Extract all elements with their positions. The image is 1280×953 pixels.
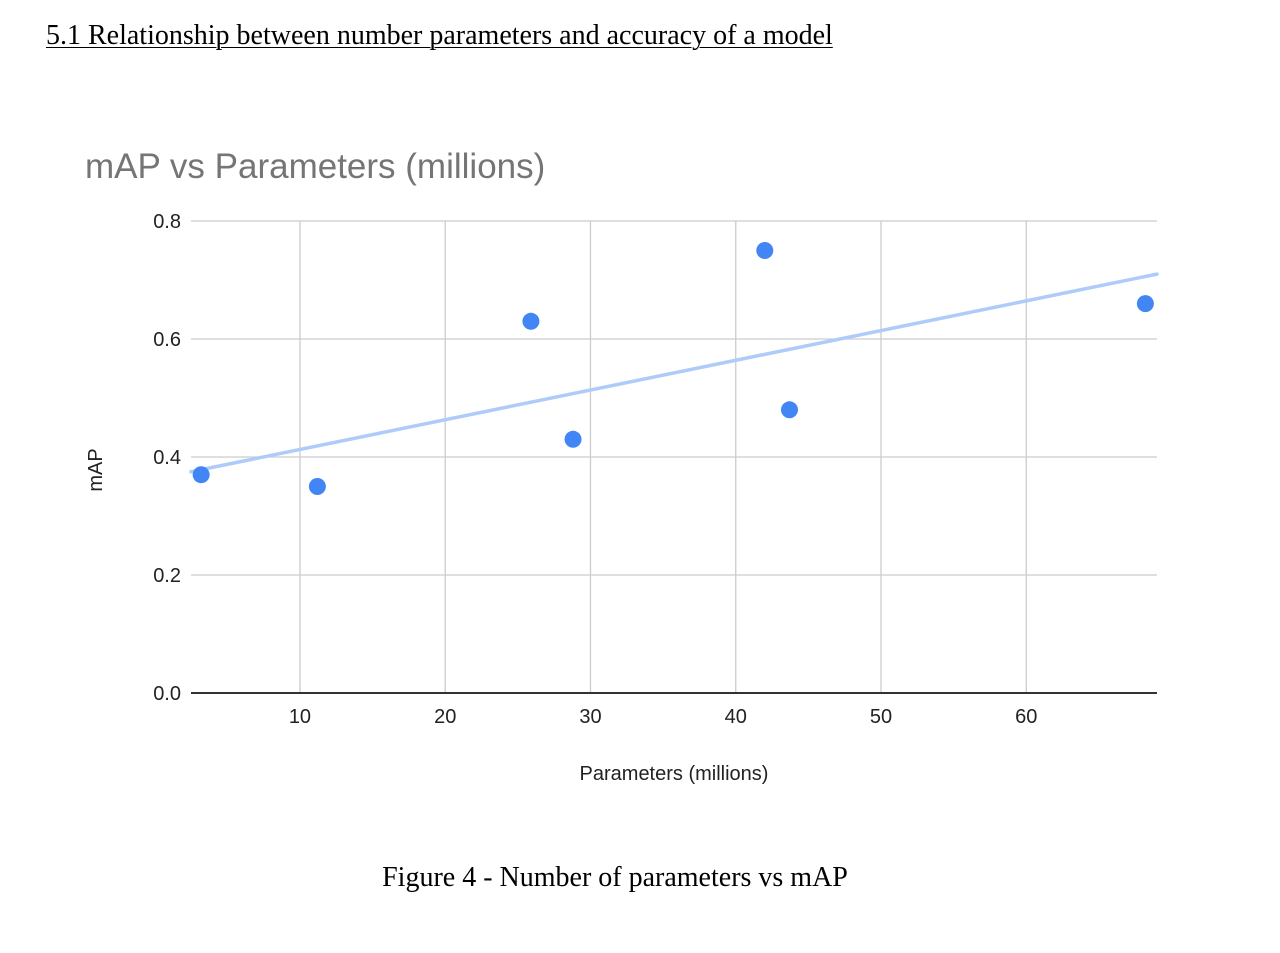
y-tick-label: 0.6 [153,329,181,351]
section-heading: 5.1 Relationship between number paramete… [46,20,833,51]
y-tick-label: 0.8 [153,211,181,233]
y-tick-label: 0.4 [153,447,181,469]
data-points [192,242,1154,495]
gridlines [191,220,1157,693]
data-point [780,401,798,419]
data-point [564,430,582,448]
figure-caption: Figure 4 - Number of parameters vs mAP [382,862,848,893]
x-tick-label: 10 [289,706,311,728]
chart-title: mAP vs Parameters (millions) [85,147,545,186]
x-axis-label: Parameters (millions) [580,763,769,785]
y-tick-label: 0.0 [153,683,181,705]
x-tick-label: 20 [434,706,456,728]
x-axis: 10 20 30 40 50 60 [191,692,1157,728]
trendline [189,272,1159,474]
data-point [522,312,540,330]
y-axis: 0.0 0.2 0.4 0.6 0.8 [153,211,181,705]
y-tick-label: 0.2 [153,565,181,587]
x-tick-label: 60 [1015,706,1037,728]
data-point [756,242,774,259]
data-point [308,478,326,495]
trendline-layer [189,272,1159,474]
data-point [1136,295,1154,313]
y-axis-label: mAP [85,448,107,491]
x-tick-label: 50 [870,706,892,728]
x-tick-label: 40 [725,706,747,728]
data-point [192,466,210,484]
x-tick-label: 30 [579,706,601,728]
scatter-chart: mAP vs Parameters (millions) 10 20 30 40 50 6… [85,147,1159,785]
